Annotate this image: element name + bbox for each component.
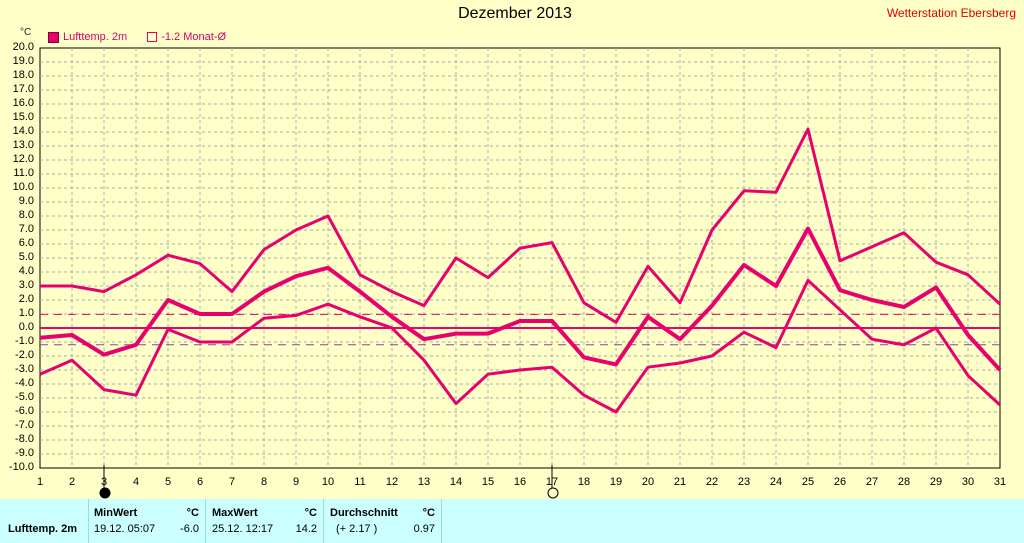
x-tick-label: 23 bbox=[737, 476, 751, 488]
min-time: 19.12. 05:07 bbox=[94, 523, 156, 535]
y-tick-label: -7.0 bbox=[15, 419, 34, 431]
y-tick-label: -10.0 bbox=[8, 461, 34, 473]
y-tick-label: 5.0 bbox=[18, 251, 34, 263]
y-tick-label: 9.0 bbox=[18, 195, 34, 207]
x-tick-label: 22 bbox=[705, 476, 719, 488]
min-header: MinWert bbox=[94, 507, 138, 519]
y-tick-label: 16.0 bbox=[12, 97, 34, 109]
y-tick-label: 4.0 bbox=[18, 265, 34, 277]
x-tick-label: 4 bbox=[132, 476, 140, 488]
x-tick-label: 5 bbox=[164, 476, 172, 488]
y-tick-label: 7.0 bbox=[18, 223, 34, 235]
x-tick-label: 16 bbox=[513, 476, 527, 488]
x-tick-label: 26 bbox=[833, 476, 847, 488]
y-tick-label: -3.0 bbox=[15, 363, 34, 375]
y-tick-label: 8.0 bbox=[18, 209, 34, 221]
y-tick-label: -5.0 bbox=[15, 391, 34, 403]
legend-avg-label: -1.2 Monat-Ø bbox=[161, 31, 227, 43]
x-tick-label: 29 bbox=[929, 476, 943, 488]
chart-title: Dezember 2013 bbox=[458, 5, 572, 22]
legend-swatch-avg bbox=[147, 32, 158, 42]
stats-label-cell: Lufttemp. 2m bbox=[0, 499, 89, 543]
x-tick-label: 11 bbox=[354, 476, 366, 488]
x-tick-label: 21 bbox=[673, 476, 687, 488]
stats-min-cell: MinWert °C 19.12. 05:07 -6.0 bbox=[89, 499, 206, 543]
x-tick-label: 12 bbox=[385, 476, 399, 488]
x-tick-label: 18 bbox=[577, 476, 591, 488]
x-tick-label: 14 bbox=[449, 476, 463, 488]
y-tick-label: 0.0 bbox=[18, 321, 34, 333]
moon-markers bbox=[99, 465, 559, 499]
max-value: 14.2 bbox=[295, 523, 317, 535]
x-tick-label: 13 bbox=[417, 476, 431, 488]
min-value: -6.0 bbox=[180, 523, 199, 535]
legend: Lufttemp. 2m -1.2 Monat-Ø bbox=[48, 31, 226, 43]
stats-max-cell: MaxWert °C 25.12. 12:17 14.2 bbox=[206, 499, 324, 543]
x-tick-label: 20 bbox=[641, 476, 655, 488]
new-moon-icon bbox=[547, 487, 559, 499]
x-tick-label: 1 bbox=[36, 476, 44, 488]
series-line bbox=[39, 226, 1002, 372]
y-tick-label: 15.0 bbox=[12, 111, 34, 123]
max-header: MaxWert bbox=[212, 507, 258, 519]
y-tick-label: 6.0 bbox=[18, 237, 34, 249]
y-tick-label: 10.0 bbox=[12, 181, 34, 193]
stats-row-label: Lufttemp. 2m bbox=[8, 523, 78, 535]
max-time: 25.12. 12:17 bbox=[212, 523, 274, 535]
x-tick-label: 2 bbox=[68, 476, 76, 488]
y-tick-label: -4.0 bbox=[15, 377, 34, 389]
stats-avg-cell: Durchschnitt °C (+ 2.17 ) 0.97 bbox=[324, 499, 442, 543]
y-tick-label: -9.0 bbox=[15, 447, 34, 459]
series-lines bbox=[39, 127, 1002, 414]
y-tick-label: 20.0 bbox=[12, 41, 34, 53]
y-tick-label: -6.0 bbox=[15, 405, 34, 417]
chart-canvas bbox=[39, 47, 1002, 499]
x-tick-label: 25 bbox=[801, 476, 815, 488]
series-line bbox=[39, 278, 1002, 414]
y-tick-label: 18.0 bbox=[12, 69, 34, 81]
x-tick-label: 3 bbox=[100, 476, 108, 488]
legend-swatch-series bbox=[48, 31, 59, 43]
full-moon-icon bbox=[99, 487, 111, 499]
x-tick-label: 24 bbox=[769, 476, 783, 488]
y-tick-label: 14.0 bbox=[12, 125, 34, 137]
x-tick-label: 17 bbox=[545, 476, 559, 488]
y-tick-label: -8.0 bbox=[15, 433, 34, 445]
y-tick-label: 17.0 bbox=[12, 83, 34, 95]
min-unit: °C bbox=[186, 507, 199, 519]
x-tick-label: 10 bbox=[321, 476, 335, 488]
x-tick-label: 30 bbox=[961, 476, 975, 488]
y-unit-label: °C bbox=[20, 27, 32, 38]
x-tick-label: 9 bbox=[292, 476, 300, 488]
y-tick-label: 13.0 bbox=[12, 139, 34, 151]
max-unit: °C bbox=[304, 507, 317, 519]
station-name: Wetterstation Ebersberg bbox=[886, 6, 1016, 20]
x-tick-label: 28 bbox=[897, 476, 911, 488]
y-tick-label: -1.0 bbox=[15, 335, 34, 347]
x-tick-label: 31 bbox=[993, 476, 1007, 488]
y-tick-label: 3.0 bbox=[18, 279, 34, 291]
legend-series-label: Lufttemp. 2m bbox=[63, 31, 128, 43]
y-tick-label: 11.0 bbox=[13, 167, 34, 179]
series-line bbox=[40, 127, 1002, 324]
stats-panel: Lufttemp. 2m MinWert °C 19.12. 05:07 -6.… bbox=[0, 499, 1024, 543]
avg-value: 0.97 bbox=[413, 523, 435, 535]
avg-header: Durchschnitt bbox=[330, 507, 398, 519]
y-tick-label: -2.0 bbox=[15, 349, 34, 361]
x-tick-label: 6 bbox=[196, 476, 204, 488]
x-tick-label: 7 bbox=[228, 476, 236, 488]
x-tick-label: 19 bbox=[609, 476, 623, 488]
avg-unit: °C bbox=[422, 507, 435, 519]
y-tick-label: 12.0 bbox=[12, 153, 34, 165]
x-tick-label: 15 bbox=[481, 476, 495, 488]
y-tick-label: 19.0 bbox=[12, 55, 34, 67]
avg-delta: (+ 2.17 ) bbox=[336, 523, 378, 535]
y-tick-label: 1.0 bbox=[18, 307, 34, 319]
x-tick-label: 27 bbox=[865, 476, 879, 488]
x-tick-label: 8 bbox=[260, 476, 268, 488]
y-tick-label: 2.0 bbox=[18, 293, 34, 305]
